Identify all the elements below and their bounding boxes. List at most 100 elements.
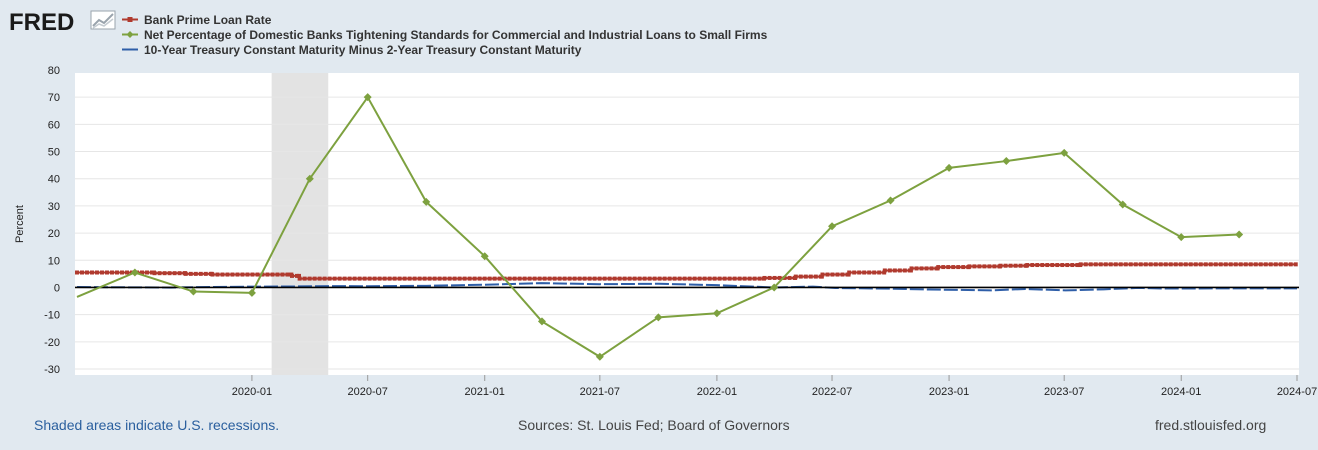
prime-rate-point	[677, 276, 682, 281]
prime-rate-point	[100, 270, 104, 275]
prime-rate-point	[1203, 262, 1208, 267]
y-axis-title: Percent	[14, 205, 26, 243]
tightening-standards-point	[595, 352, 604, 361]
y-tick-label: -30	[44, 364, 60, 376]
prime-rate-point	[1268, 262, 1273, 267]
prime-rate-point	[897, 268, 902, 273]
prime-rate-point	[742, 276, 747, 281]
prime-rate-point	[115, 270, 119, 275]
prime-rate-point	[961, 265, 966, 270]
legend-item[interactable]: 10-Year Treasury Constant Maturity Minus…	[122, 43, 582, 57]
prime-rate-point	[909, 266, 914, 271]
prime-rate-point	[167, 271, 172, 276]
prime-rate-point	[1148, 262, 1153, 267]
tightening-standards-point	[712, 309, 721, 318]
prime-rate-point	[597, 276, 602, 281]
prime-rate-point	[1178, 262, 1183, 267]
prime-rate-point	[732, 276, 737, 281]
prime-rate-point	[1183, 262, 1188, 267]
tightening-standards-point	[305, 174, 314, 183]
legend-item[interactable]: Net Percentage of Domestic Banks Tighten…	[122, 28, 768, 42]
recession-note-link[interactable]: Shaded areas indicate U.S. recessions.	[34, 417, 280, 433]
prime-rate-point	[367, 276, 372, 281]
prime-rate-point	[472, 276, 477, 281]
prime-rate-point	[929, 266, 934, 271]
prime-rate-point	[183, 271, 188, 276]
x-tick-label: 2023-01	[929, 386, 969, 398]
prime-rate-point	[532, 276, 537, 281]
prime-rate-point	[1143, 262, 1148, 267]
tightening-standards-point	[422, 197, 431, 206]
prime-rate-point	[652, 276, 657, 281]
fred-logo[interactable]: FRED	[9, 9, 116, 36]
prime-rate-point	[1018, 263, 1023, 268]
prime-rate-point	[412, 276, 417, 281]
prime-rate-point	[882, 268, 887, 273]
prime-rate-point	[882, 270, 887, 275]
prime-rate-point	[872, 270, 877, 275]
prime-rate-point	[892, 268, 897, 273]
legend-label: Bank Prime Loan Rate	[144, 13, 272, 27]
prime-rate-point	[557, 276, 562, 281]
prime-rate-point	[1193, 262, 1198, 267]
prime-rate-point	[1233, 262, 1238, 267]
prime-rate-point	[447, 276, 452, 281]
prime-rate-point	[572, 276, 577, 281]
tightening-standards-point	[189, 287, 198, 296]
prime-rate-point	[642, 276, 647, 281]
prime-rate-point	[722, 276, 727, 281]
prime-rate-point	[1138, 262, 1143, 267]
prime-rate-point	[697, 276, 702, 281]
prime-rate-point	[727, 276, 732, 281]
prime-rate-point	[987, 264, 992, 269]
x-axis: 2020-01 2020-07 2021-01 2021-07 2022-01 2022-…	[232, 375, 1317, 398]
y-tick-label: 40	[48, 174, 60, 186]
prime-rate-point	[275, 272, 280, 277]
prime-rate-point	[1158, 262, 1163, 267]
prime-rate-point	[972, 264, 977, 269]
y-tick-label: 60	[48, 119, 60, 131]
y-tick-label: 70	[48, 92, 60, 104]
prime-rate-point	[188, 271, 193, 276]
tightening-standards-point	[1235, 230, 1244, 239]
prime-rate-point	[798, 274, 803, 279]
prime-rate-point	[1050, 263, 1055, 268]
prime-rate-point	[552, 276, 557, 281]
prime-rate-point	[537, 276, 542, 281]
prime-rate-point	[627, 276, 632, 281]
prime-rate-point	[75, 270, 79, 275]
y-tick-label: 20	[48, 228, 60, 240]
recession-shading	[271, 73, 329, 375]
prime-rate-point	[289, 273, 294, 278]
prime-rate-point	[992, 264, 997, 269]
prime-rate-point	[819, 274, 824, 279]
prime-rate-point	[793, 274, 798, 279]
prime-rate-point	[352, 276, 357, 281]
legend-item[interactable]: Bank Prime Loan Rate	[122, 13, 272, 27]
prime-rate-point	[1103, 262, 1108, 267]
prime-rate-point	[1188, 262, 1193, 267]
legend-marker	[127, 17, 133, 22]
prime-rate-point	[1008, 263, 1013, 268]
tightening-standards-point	[654, 313, 663, 322]
prime-rate-point	[862, 270, 867, 275]
x-tick-label: 2022-01	[697, 386, 737, 398]
prime-rate-point	[492, 276, 497, 281]
prime-rate-point	[1153, 262, 1158, 267]
prime-rate-point	[1088, 262, 1093, 267]
prime-rate-point	[808, 274, 813, 279]
tightening-standards-point	[1177, 233, 1186, 242]
prime-rate-point	[215, 272, 220, 277]
prime-rate-point	[1263, 262, 1268, 267]
prime-rate-point	[914, 266, 919, 271]
prime-rate-point	[1213, 262, 1218, 267]
tightening-standards-point	[480, 252, 489, 261]
prime-rate-point	[587, 276, 592, 281]
prime-rate-point	[877, 270, 882, 275]
prime-rate-point	[512, 276, 517, 281]
prime-rate-point	[372, 276, 377, 281]
prime-rate-point	[1168, 262, 1173, 267]
prime-rate-point	[902, 268, 907, 273]
prime-rate-point	[270, 272, 275, 277]
